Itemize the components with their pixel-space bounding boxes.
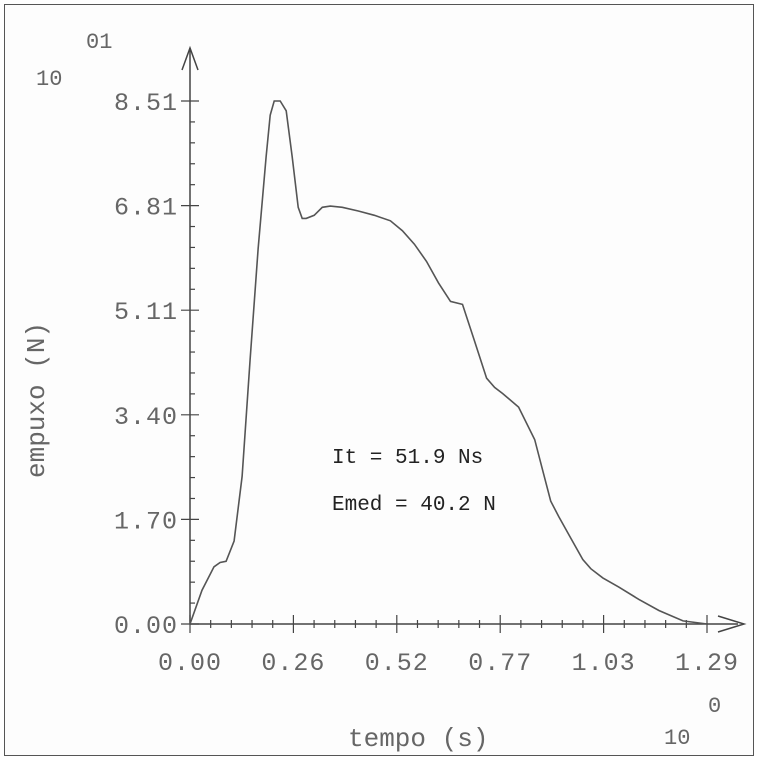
y-tick-label: 5.11 <box>114 298 178 327</box>
x-tick-label: 0.26 <box>261 649 325 678</box>
x-multiplier-exponent: 0 <box>708 694 721 719</box>
y-tick-label: 3.40 <box>114 403 178 432</box>
x-multiplier-base: 10 <box>664 726 690 751</box>
y-tick-label: 1.70 <box>114 507 178 536</box>
y-tick-label: 0.00 <box>114 612 178 641</box>
y-tick-label: 8.51 <box>114 89 178 118</box>
y-multiplier-base: 10 <box>36 67 62 92</box>
x-tick-labels: 0.00 0.26 0.52 0.77 1.03 1.29 <box>158 649 739 678</box>
x-tick-label: 0.52 <box>365 649 429 678</box>
y-axis-title: empuxo (N) <box>22 322 52 478</box>
total-impulse-annotation: It = 51.9 Ns <box>332 447 483 470</box>
plot-frame <box>4 4 754 756</box>
x-axis-title: tempo (s) <box>348 724 488 754</box>
y-tick-label: 6.81 <box>114 194 178 223</box>
x-tick-label: 1.29 <box>675 649 739 678</box>
y-tick-labels: 0.00 1.70 3.40 5.11 6.81 8.51 <box>114 89 178 641</box>
x-tick-label: 0.00 <box>158 649 222 678</box>
mean-thrust-annotation: Emed = 40.2 N <box>332 494 496 517</box>
axis-ticks <box>181 100 708 633</box>
y-multiplier-exponent: 01 <box>86 30 112 55</box>
thrust-curve <box>189 100 708 625</box>
x-axis-arrowhead <box>717 615 747 633</box>
x-tick-label: 0.77 <box>468 649 532 678</box>
y-axis-arrowhead <box>181 45 199 71</box>
x-tick-label: 1.03 <box>572 649 636 678</box>
